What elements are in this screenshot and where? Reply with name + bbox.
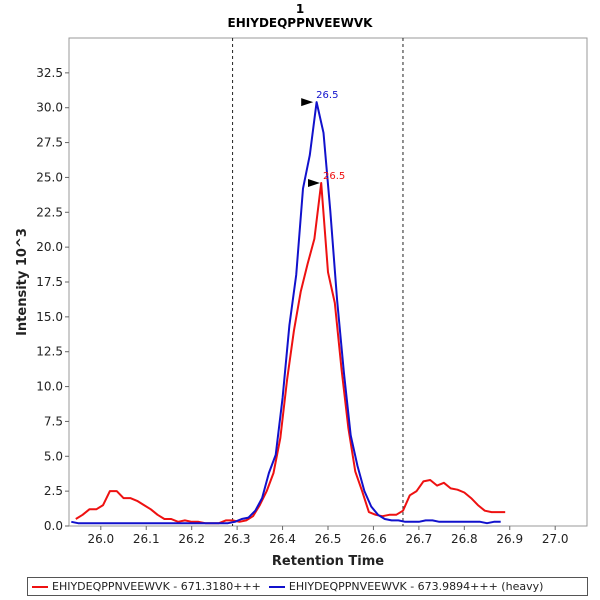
legend-label-heavy: EHIYDEQPPNVEEWVK - 673.9894+++ (heavy) bbox=[288, 580, 544, 593]
legend-item-light: EHIYDEQPPNVEEWVK - 671.3180+++ bbox=[32, 580, 261, 593]
y-axis: 0.0 2.5 5.0 7.5 10.0 12.5 15.0 17.5 20.0 22.5 25.0… bbox=[36, 66, 69, 533]
x-tick-label: 26.7 bbox=[406, 532, 433, 546]
x-tick-label: 27.0 bbox=[542, 532, 569, 546]
legend-item-heavy: EHIYDEQPPNVEEWVK - 673.9894+++ (heavy) bbox=[268, 580, 544, 593]
legend: EHIYDEQPPNVEEWVK - 671.3180+++ EHIYDEQPP… bbox=[27, 577, 588, 596]
x-tick-label: 26.8 bbox=[451, 532, 478, 546]
y-tick-label: 7.5 bbox=[44, 414, 63, 428]
y-tick-label: 2.5 bbox=[44, 484, 63, 498]
y-tick-label: 10.0 bbox=[36, 380, 63, 394]
y-tick-label: 12.5 bbox=[36, 345, 63, 359]
y-tick-label: 22.5 bbox=[36, 205, 63, 219]
legend-label-light: EHIYDEQPPNVEEWVK - 671.3180+++ bbox=[52, 580, 261, 593]
y-tick-label: 30.0 bbox=[36, 101, 63, 115]
y-tick-label: 17.5 bbox=[36, 275, 63, 289]
series-line-light bbox=[75, 182, 506, 525]
x-axis-label: Retention Time bbox=[272, 554, 384, 569]
peak-annotations: 26.5 26.5 bbox=[301, 90, 345, 188]
plot-area bbox=[68, 37, 588, 527]
y-tick-label: 20.0 bbox=[36, 240, 63, 254]
legend-swatch-heavy bbox=[268, 585, 285, 588]
chart-title: 1 bbox=[296, 2, 304, 16]
chart-subtitle: EHIYDEQPPNVEEWVK bbox=[228, 16, 374, 30]
y-tick-label: 25.0 bbox=[36, 170, 63, 184]
y-axis-label: Intensity 10^3 bbox=[15, 228, 30, 336]
y-tick-label: 15.0 bbox=[36, 310, 63, 324]
legend-swatch-light bbox=[32, 585, 48, 588]
y-tick-label: 5.0 bbox=[44, 449, 63, 463]
series-line-heavy bbox=[71, 101, 501, 525]
peak-label: 26.5 bbox=[323, 171, 345, 182]
x-tick-label: 26.1 bbox=[133, 532, 160, 546]
y-tick-label: 32.5 bbox=[36, 66, 63, 80]
peak-marker-arrow bbox=[308, 179, 320, 188]
series-lines bbox=[71, 101, 506, 525]
x-tick-label: 26.9 bbox=[496, 532, 523, 546]
x-tick-label: 26.6 bbox=[360, 532, 387, 546]
peak-marker-arrow bbox=[301, 98, 314, 107]
x-tick-label: 26.3 bbox=[224, 532, 251, 546]
x-tick-label: 26.4 bbox=[269, 532, 296, 546]
y-tick-label: 0.0 bbox=[44, 519, 63, 533]
x-tick-label: 26.0 bbox=[87, 532, 114, 546]
x-tick-label: 26.5 bbox=[315, 532, 342, 546]
x-axis: 26.0 26.1 26.2 26.3 26.4 26.5 26.6 26.7 26.8 26.9… bbox=[87, 526, 569, 546]
peak-label: 26.5 bbox=[316, 90, 338, 101]
y-tick-label: 27.5 bbox=[36, 136, 63, 150]
x-tick-label: 26.2 bbox=[178, 532, 205, 546]
